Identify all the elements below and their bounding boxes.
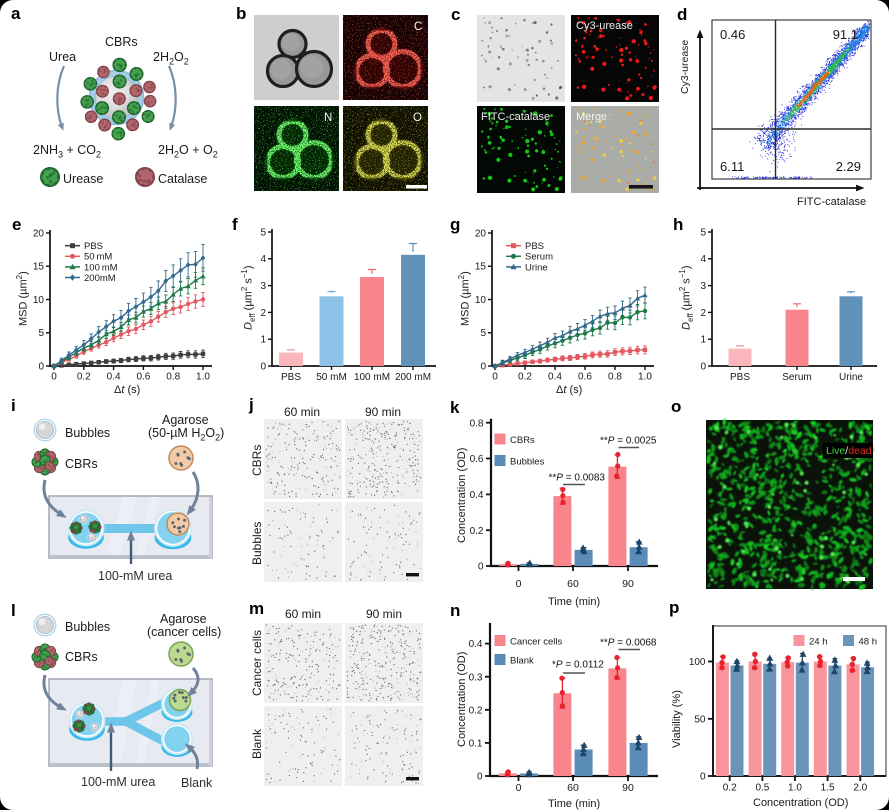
svg-text:1: 1 — [700, 335, 706, 346]
svg-text:200mM: 200mM — [84, 273, 116, 284]
svg-text:0: 0 — [38, 361, 44, 372]
svg-text:10: 10 — [475, 295, 487, 306]
svg-text:0: 0 — [700, 772, 706, 783]
svg-text:0: 0 — [492, 372, 498, 383]
svg-text:PBS: PBS — [84, 241, 103, 252]
svg-text:Urine: Urine — [839, 372, 863, 383]
svg-text:3: 3 — [700, 281, 706, 292]
svg-text:60: 60 — [567, 578, 579, 590]
svg-text:15: 15 — [33, 262, 45, 273]
svg-text:Cy3-urease: Cy3-urease — [576, 20, 633, 32]
svg-text:0: 0 — [516, 782, 522, 794]
svg-text:Live/dead: Live/dead — [826, 445, 872, 457]
svg-text:100 mM: 100 mM — [84, 262, 118, 273]
svg-text:Bubbles: Bubbles — [510, 457, 545, 468]
svg-text:Blank: Blank — [510, 656, 534, 667]
svg-text:4: 4 — [260, 254, 266, 265]
svg-text:C: C — [414, 21, 422, 33]
svg-text:90: 90 — [622, 782, 634, 794]
svg-text:5: 5 — [260, 227, 266, 238]
svg-text:PBS: PBS — [525, 241, 544, 252]
svg-text:0: 0 — [480, 361, 486, 372]
svg-text:200 mM: 200 mM — [395, 372, 431, 383]
svg-text:**P = 0.0025: **P = 0.0025 — [600, 436, 657, 447]
svg-text:0.46: 0.46 — [720, 27, 745, 42]
svg-text:20: 20 — [33, 228, 45, 239]
svg-text:0.3: 0.3 — [469, 672, 483, 683]
svg-text:60: 60 — [567, 782, 579, 794]
svg-text:PBS: PBS — [281, 372, 301, 383]
svg-text:0: 0 — [477, 772, 483, 783]
svg-text:0.4: 0.4 — [107, 372, 121, 383]
svg-text:0.8: 0.8 — [166, 372, 180, 383]
svg-text:**P = 0.0083: **P = 0.0083 — [549, 473, 606, 484]
svg-text:50: 50 — [694, 714, 706, 725]
svg-text:0.8: 0.8 — [608, 372, 622, 383]
svg-text:1.0: 1.0 — [638, 372, 652, 383]
svg-text:5: 5 — [700, 227, 706, 238]
svg-text:2: 2 — [260, 308, 266, 319]
svg-text:1.0: 1.0 — [788, 783, 802, 794]
svg-text:CBRs: CBRs — [510, 435, 535, 446]
svg-text:0: 0 — [700, 361, 706, 372]
svg-text:4: 4 — [700, 254, 706, 265]
svg-text:O: O — [413, 112, 422, 124]
svg-text:1.5: 1.5 — [821, 783, 835, 794]
svg-text:0.2: 0.2 — [518, 372, 532, 383]
svg-text:91.1: 91.1 — [833, 27, 858, 42]
svg-text:5: 5 — [480, 328, 486, 339]
svg-text:PBS: PBS — [730, 372, 750, 383]
svg-text:N: N — [324, 112, 332, 124]
svg-text:*P = 0.0112: *P = 0.0112 — [552, 660, 604, 671]
svg-text:10: 10 — [33, 295, 45, 306]
svg-text:2.29: 2.29 — [836, 159, 861, 174]
svg-text:2: 2 — [700, 308, 706, 319]
svg-text:Serum: Serum — [782, 372, 811, 383]
svg-text:100 mM: 100 mM — [354, 372, 390, 383]
svg-text:0: 0 — [478, 562, 484, 573]
svg-text:0.6: 0.6 — [136, 372, 150, 383]
svg-text:100: 100 — [689, 657, 706, 668]
svg-text:0.2: 0.2 — [469, 705, 483, 716]
svg-text:Merge: Merge — [576, 111, 607, 123]
svg-text:0.6: 0.6 — [578, 372, 592, 383]
svg-text:0.6: 0.6 — [470, 454, 484, 465]
svg-text:6.11: 6.11 — [720, 159, 744, 174]
svg-text:0.4: 0.4 — [548, 372, 562, 383]
svg-text:15: 15 — [475, 262, 487, 273]
svg-text:Serum: Serum — [525, 252, 553, 263]
svg-text:**P = 0.0068: **P = 0.0068 — [600, 638, 657, 649]
svg-text:0.2: 0.2 — [470, 526, 484, 537]
svg-text:0.1: 0.1 — [469, 739, 483, 750]
svg-text:Cancer cells: Cancer cells — [510, 637, 563, 648]
svg-text:0.5: 0.5 — [755, 783, 769, 794]
svg-text:0.8: 0.8 — [470, 418, 484, 429]
svg-text:1: 1 — [260, 335, 266, 346]
svg-text:48 h: 48 h — [859, 637, 878, 648]
svg-text:3: 3 — [260, 281, 266, 292]
svg-text:50 mM: 50 mM — [84, 252, 112, 263]
svg-text:FITC-catalase: FITC-catalase — [481, 111, 550, 123]
svg-text:0.4: 0.4 — [469, 639, 483, 650]
svg-text:5: 5 — [38, 328, 44, 339]
svg-text:0: 0 — [51, 372, 57, 383]
svg-text:2.0: 2.0 — [853, 783, 867, 794]
svg-text:0: 0 — [260, 361, 266, 372]
svg-text:20: 20 — [475, 228, 487, 239]
svg-text:90: 90 — [622, 578, 634, 590]
svg-text:Urine: Urine — [525, 262, 548, 273]
svg-text:1.0: 1.0 — [196, 372, 210, 383]
svg-text:0.4: 0.4 — [470, 490, 484, 501]
svg-text:0.2: 0.2 — [723, 783, 737, 794]
svg-text:0.2: 0.2 — [77, 372, 91, 383]
svg-text:0: 0 — [516, 578, 522, 590]
svg-text:50 mM: 50 mM — [316, 372, 347, 383]
svg-text:24 h: 24 h — [809, 637, 828, 648]
